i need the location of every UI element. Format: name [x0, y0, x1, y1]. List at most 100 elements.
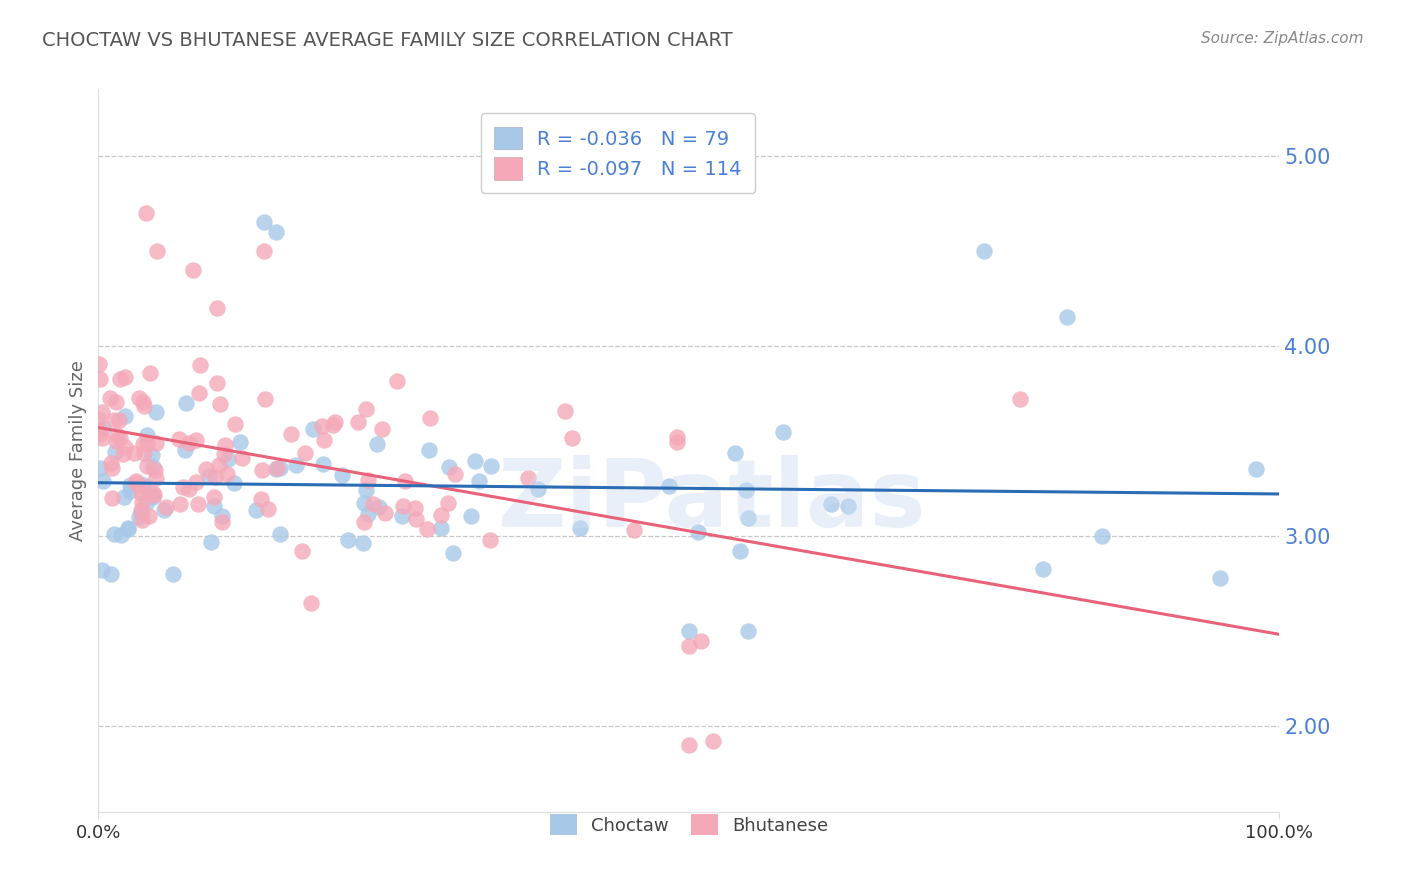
- Point: [264, 461, 287, 475]
- Point: [702, 734, 724, 748]
- Point: [134, 445, 156, 459]
- Point: [291, 544, 314, 558]
- Point: [136, 436, 159, 450]
- Point: [135, 427, 157, 442]
- Point: [198, 468, 221, 483]
- Point: [419, 411, 441, 425]
- Point: [211, 515, 233, 529]
- Point: [100, 391, 122, 405]
- Point: [772, 425, 794, 440]
- Y-axis label: Average Family Size: Average Family Size: [69, 360, 87, 541]
- Point: [444, 467, 467, 481]
- Point: [111, 447, 134, 461]
- Point: [152, 503, 174, 517]
- Point: [145, 436, 167, 450]
- Point: [666, 435, 689, 450]
- Point: [145, 405, 167, 419]
- Point: [312, 433, 335, 447]
- Point: [285, 458, 308, 472]
- Point: [134, 478, 156, 492]
- Point: [356, 507, 378, 521]
- Point: [737, 511, 759, 525]
- Point: [110, 431, 132, 445]
- Point: [100, 456, 122, 470]
- Point: [87, 357, 110, 371]
- Point: [385, 375, 408, 389]
- Point: [124, 474, 146, 488]
- Text: ZiPatlas: ZiPatlas: [498, 455, 927, 547]
- Point: [430, 521, 453, 535]
- Point: [394, 475, 416, 489]
- Point: [87, 412, 110, 426]
- Point: [103, 413, 125, 427]
- Point: [366, 437, 388, 451]
- Point: [1091, 529, 1114, 543]
- Point: [460, 509, 482, 524]
- Point: [134, 400, 156, 414]
- Point: [202, 490, 225, 504]
- Point: [264, 225, 287, 239]
- Point: [658, 479, 681, 493]
- Point: [91, 474, 114, 488]
- Point: [176, 396, 198, 410]
- Point: [146, 244, 169, 258]
- Point: [363, 497, 385, 511]
- Point: [374, 506, 396, 520]
- Point: [89, 427, 111, 442]
- Point: [101, 460, 124, 475]
- Point: [136, 458, 159, 473]
- Point: [231, 451, 253, 466]
- Point: [1056, 310, 1078, 325]
- Point: [129, 502, 152, 516]
- Point: [330, 467, 353, 482]
- Point: [138, 509, 160, 524]
- Point: [479, 459, 502, 474]
- Point: [128, 509, 150, 524]
- Point: [167, 432, 190, 446]
- Point: [322, 417, 344, 432]
- Point: [253, 215, 276, 229]
- Point: [686, 524, 709, 539]
- Point: [214, 438, 236, 452]
- Point: [569, 521, 592, 535]
- Point: [120, 484, 142, 499]
- Point: [724, 446, 747, 460]
- Point: [103, 527, 125, 541]
- Point: [439, 459, 461, 474]
- Point: [623, 523, 645, 537]
- Point: [735, 483, 758, 498]
- Point: [139, 366, 162, 380]
- Point: [143, 488, 166, 502]
- Point: [837, 499, 859, 513]
- Point: [110, 528, 132, 542]
- Point: [973, 244, 995, 258]
- Point: [1008, 392, 1031, 406]
- Point: [354, 401, 377, 416]
- Point: [353, 516, 375, 530]
- Point: [172, 480, 194, 494]
- Point: [323, 415, 346, 429]
- Point: [266, 460, 288, 475]
- Point: [104, 444, 127, 458]
- Point: [437, 496, 460, 510]
- Legend: Choctaw, Bhutanese: Choctaw, Bhutanese: [543, 807, 835, 842]
- Point: [124, 446, 146, 460]
- Point: [145, 463, 167, 477]
- Point: [181, 262, 204, 277]
- Point: [478, 533, 501, 547]
- Point: [1032, 562, 1054, 576]
- Point: [169, 497, 191, 511]
- Point: [222, 475, 245, 490]
- Point: [441, 546, 464, 560]
- Point: [118, 478, 141, 492]
- Text: Source: ZipAtlas.com: Source: ZipAtlas.com: [1201, 31, 1364, 46]
- Point: [90, 405, 112, 419]
- Point: [689, 633, 711, 648]
- Point: [302, 422, 325, 436]
- Point: [135, 206, 157, 220]
- Point: [217, 467, 239, 481]
- Point: [404, 500, 426, 515]
- Point: [820, 497, 842, 511]
- Point: [353, 496, 375, 510]
- Point: [129, 486, 152, 500]
